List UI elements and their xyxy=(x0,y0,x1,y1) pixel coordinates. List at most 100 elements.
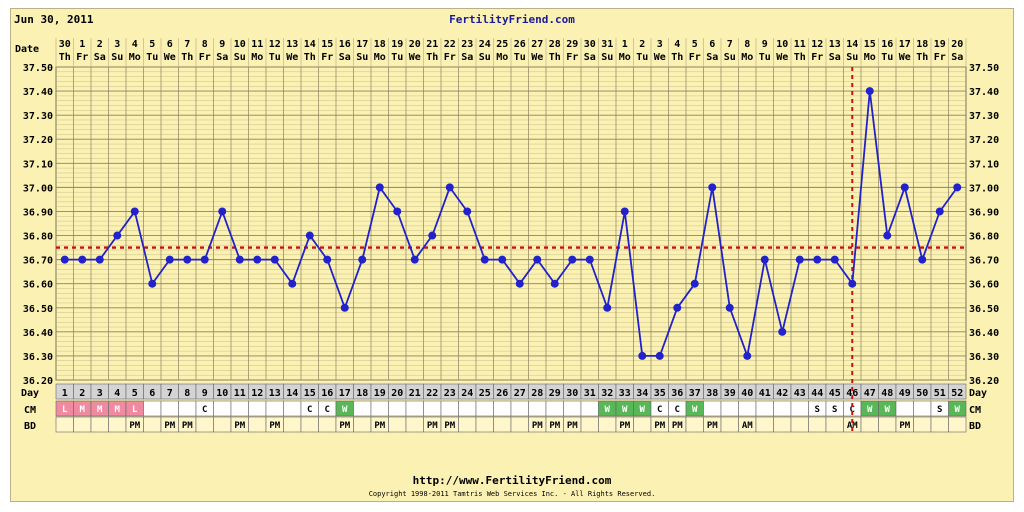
temperature-point xyxy=(883,231,892,240)
y-tick-label-right: 37.50 xyxy=(969,63,999,74)
date-label: 4 xyxy=(674,39,680,50)
temperature-point xyxy=(725,303,734,312)
temperature-point xyxy=(218,207,227,216)
bd-label: PM xyxy=(427,421,438,431)
weekday-label: Th xyxy=(59,52,71,63)
date-label: 29 xyxy=(566,39,578,50)
date-label: 5 xyxy=(149,39,155,50)
cycle-day-label: 31 xyxy=(584,388,596,399)
bd-label: PM xyxy=(654,421,665,431)
temperature-point xyxy=(463,207,472,216)
cm-label: W xyxy=(692,405,698,415)
bd-label: PM xyxy=(269,421,280,431)
temperature-point xyxy=(848,279,857,288)
cycle-day-label: 4 xyxy=(114,388,120,399)
weekday-label: Fr xyxy=(689,52,701,63)
temperature-point xyxy=(620,207,629,216)
date-label: 31 xyxy=(601,39,613,50)
temperature-point xyxy=(270,255,279,264)
weekday-label: Su xyxy=(356,52,368,63)
cm-label: M xyxy=(115,405,121,415)
cm-label: C xyxy=(657,405,662,415)
bd-cell xyxy=(685,416,704,433)
y-tick-label-left: 37.00 xyxy=(23,183,53,194)
bd-cell xyxy=(580,416,599,433)
bd-label: PM xyxy=(672,421,683,431)
bd-cell xyxy=(90,416,109,433)
cycle-day-label: 39 xyxy=(724,388,736,399)
footer-copyright: Copyright 1998-2011 Tamtris Web Services… xyxy=(368,490,656,498)
cm-label: C xyxy=(307,405,312,415)
date-label: 8 xyxy=(744,39,750,50)
temperature-point xyxy=(375,183,384,192)
weekday-label: Su xyxy=(479,52,491,63)
date-label: 2 xyxy=(97,39,103,50)
weekday-label: Tu xyxy=(269,52,281,63)
weekday-label: Sa xyxy=(94,52,106,63)
date-label: 22 xyxy=(444,39,456,50)
temperature-point xyxy=(305,231,314,240)
weekday-label: Fr xyxy=(321,52,333,63)
weekday-label: Th xyxy=(794,52,806,63)
cycle-day-label: 41 xyxy=(759,388,771,399)
date-label: 3 xyxy=(657,39,663,50)
cm-cell xyxy=(580,400,599,417)
bd-label: PM xyxy=(532,421,543,431)
cm-cell xyxy=(475,400,494,417)
cycle-day-label: 43 xyxy=(794,388,806,399)
bd-label: PM xyxy=(374,421,385,431)
y-tick-label-right: 36.40 xyxy=(969,328,999,339)
date-label: 15 xyxy=(864,39,876,50)
weekday-label: Mo xyxy=(251,52,263,63)
bd-cell xyxy=(55,416,74,433)
temperature-point xyxy=(165,255,174,264)
axis-labels: 36.20 36.20 36.30 36.30 36.40 36.40 36.50 36.50… xyxy=(15,39,999,387)
cycle-day-label: 30 xyxy=(566,388,578,399)
cm-cell xyxy=(213,400,232,417)
date-label: 10 xyxy=(776,39,788,50)
weekday-label: Th xyxy=(671,52,683,63)
date-label: 18 xyxy=(916,39,928,50)
day-cell xyxy=(948,383,967,400)
cm-label: W xyxy=(955,405,961,415)
row-label-cm-right: CM xyxy=(969,405,981,416)
temperature-point xyxy=(113,231,122,240)
weekday-label: Th xyxy=(304,52,316,63)
bd-cell xyxy=(773,416,792,433)
site-title[interactable]: FertilityFriend.com xyxy=(449,13,575,26)
temperature-line xyxy=(64,90,959,360)
cm-cell xyxy=(895,400,914,417)
y-tick-label-right: 37.30 xyxy=(969,111,999,122)
weekday-label: Fr xyxy=(934,52,946,63)
bd-cell xyxy=(808,416,827,433)
date-label: 4 xyxy=(132,39,138,50)
date-label: 8 xyxy=(202,39,208,50)
bd-label: PM xyxy=(234,421,245,431)
weekday-label: Su xyxy=(234,52,246,63)
temperature-point xyxy=(288,279,297,288)
cm-cell xyxy=(948,400,967,417)
grid xyxy=(55,38,967,381)
cycle-day-label: 23 xyxy=(444,388,456,399)
temperature-point xyxy=(953,183,962,192)
footer-url[interactable]: http://www.FertilityFriend.com xyxy=(412,474,612,487)
weekday-label: Th xyxy=(916,52,928,63)
reference-lines xyxy=(56,67,966,432)
weekday-label: Fr xyxy=(76,52,88,63)
row-label-cm: CM xyxy=(24,405,36,416)
weekday-label: Su xyxy=(601,52,613,63)
temperature-point xyxy=(743,351,752,360)
bd-label: AM xyxy=(742,421,753,431)
bd-label: PM xyxy=(567,421,578,431)
weekday-label: We xyxy=(654,52,666,63)
bd-label: PM xyxy=(339,421,350,431)
cycle-day-label: 6 xyxy=(149,388,155,399)
weekday-label: Fr xyxy=(199,52,211,63)
temperature-point xyxy=(340,303,349,312)
date-label: 28 xyxy=(549,39,561,50)
cm-label: W xyxy=(605,405,611,415)
weekday-label: Mo xyxy=(864,52,876,63)
cm-label: L xyxy=(132,405,138,415)
bd-cell xyxy=(353,416,372,433)
